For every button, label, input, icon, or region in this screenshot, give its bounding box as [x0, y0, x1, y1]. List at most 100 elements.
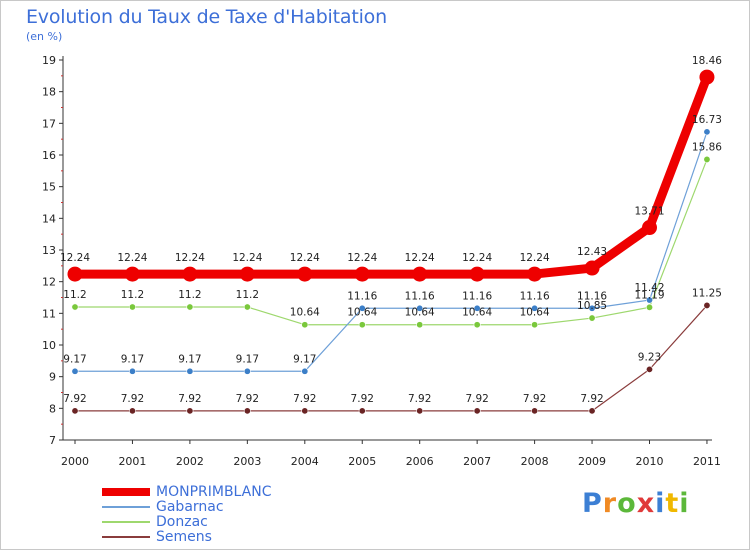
data-point	[416, 304, 424, 312]
data-point	[412, 266, 428, 282]
data-label: 10.64	[290, 307, 320, 319]
data-point	[71, 303, 79, 311]
logo-letter: i	[679, 488, 690, 519]
x-tick-label: 2011	[693, 455, 721, 468]
data-point	[588, 314, 596, 322]
data-label: 12.24	[520, 252, 550, 264]
data-point	[186, 367, 194, 375]
data-point	[243, 303, 251, 311]
series-line-donzac	[74, 158, 708, 326]
data-point	[128, 367, 136, 375]
y-tick-label: 8	[49, 402, 56, 415]
data-label: 10.64	[520, 307, 550, 319]
data-label: 11.2	[236, 289, 259, 301]
data-label: 11.25	[692, 287, 722, 299]
x-tick-label: 2009	[578, 455, 606, 468]
x-tick-label: 2008	[521, 455, 549, 468]
data-label: 10.64	[405, 307, 435, 319]
y-tick-label: 15	[42, 181, 56, 194]
data-point	[301, 321, 309, 329]
x-tick-label: 2005	[348, 455, 376, 468]
data-label: 9.17	[293, 353, 316, 365]
data-label: 9.17	[236, 353, 259, 365]
legend-label: MONPRIMBLANC	[156, 484, 272, 500]
chart-data-labels: 12.24 12.24 12.24 12.24 12.24 12.24 12.24 12.24…	[60, 55, 722, 405]
data-label: 12.24	[462, 252, 492, 264]
data-label: 10.64	[347, 307, 377, 319]
data-label: 11.16	[462, 290, 492, 302]
data-label: 11.16	[405, 290, 435, 302]
logo-letter: x	[636, 488, 656, 519]
data-point	[642, 220, 657, 236]
data-label: 12.24	[232, 252, 262, 264]
data-label: 12.43	[577, 246, 607, 258]
chart-axes: 7 8 9 10 11 12 13 14 15 16 17 18 19 2000 2001 2002 2003 2…	[42, 54, 721, 468]
data-label: 11.2	[63, 289, 86, 301]
data-label: 12.24	[175, 252, 205, 264]
data-point	[645, 365, 653, 373]
data-label: 9.17	[121, 353, 144, 365]
data-point	[645, 303, 653, 311]
proxiti-logo: Proxiti	[582, 488, 690, 519]
data-point	[531, 321, 539, 329]
y-tick-label: 12	[42, 276, 56, 289]
logo-letter: i	[655, 488, 666, 519]
data-label: 7.92	[178, 393, 201, 405]
data-label: 11.42	[634, 282, 664, 294]
data-label: 7.92	[465, 393, 488, 405]
data-point	[128, 303, 136, 311]
data-label: 11.19	[634, 289, 664, 301]
legend-item-donzac: Donzac	[102, 514, 362, 530]
data-label: 15.86	[692, 141, 722, 153]
data-point	[182, 266, 198, 282]
data-label: 9.17	[178, 353, 201, 365]
chart-series	[67, 69, 715, 415]
data-label: 13.71	[634, 206, 664, 218]
data-point	[416, 321, 424, 329]
data-point	[358, 304, 366, 312]
data-point	[531, 304, 539, 312]
data-label: 10.85	[577, 300, 607, 312]
data-point	[531, 407, 539, 415]
data-label: 9.17	[63, 353, 86, 365]
chart-subtitle: (en %)	[26, 30, 63, 43]
legend-label: Semens	[156, 529, 212, 545]
data-point	[128, 407, 136, 415]
data-point	[243, 407, 251, 415]
data-label: 18.46	[692, 55, 722, 67]
logo-letter: t	[665, 488, 680, 519]
data-point	[588, 304, 596, 312]
data-label: 12.24	[405, 252, 435, 264]
data-point	[703, 301, 711, 309]
x-tick-label: 2007	[463, 455, 491, 468]
data-point	[297, 266, 313, 282]
data-point	[358, 407, 366, 415]
data-point	[416, 407, 424, 415]
legend-swatch	[102, 536, 150, 538]
data-label: 9.23	[638, 351, 661, 363]
x-tick-label: 2001	[118, 455, 146, 468]
data-point	[301, 367, 309, 375]
data-point	[124, 266, 140, 282]
data-point	[71, 407, 79, 415]
data-label: 12.24	[290, 252, 320, 264]
logo-letter: r	[602, 488, 618, 519]
data-point	[527, 266, 543, 282]
data-point	[703, 155, 711, 163]
data-label: 7.92	[580, 393, 603, 405]
data-point	[354, 266, 370, 282]
data-point	[71, 367, 79, 375]
data-point	[186, 303, 194, 311]
legend-swatch	[102, 488, 150, 496]
data-point	[67, 266, 83, 282]
y-tick-label: 9	[49, 371, 56, 384]
y-tick-label: 17	[42, 117, 56, 130]
series-line-monprimblanc	[70, 72, 712, 279]
data-label: 10.64	[462, 307, 492, 319]
data-label: 12.24	[60, 252, 90, 264]
data-point	[473, 321, 481, 329]
data-label: 7.92	[236, 393, 259, 405]
data-point	[703, 128, 711, 136]
logo-letter: o	[617, 488, 637, 519]
